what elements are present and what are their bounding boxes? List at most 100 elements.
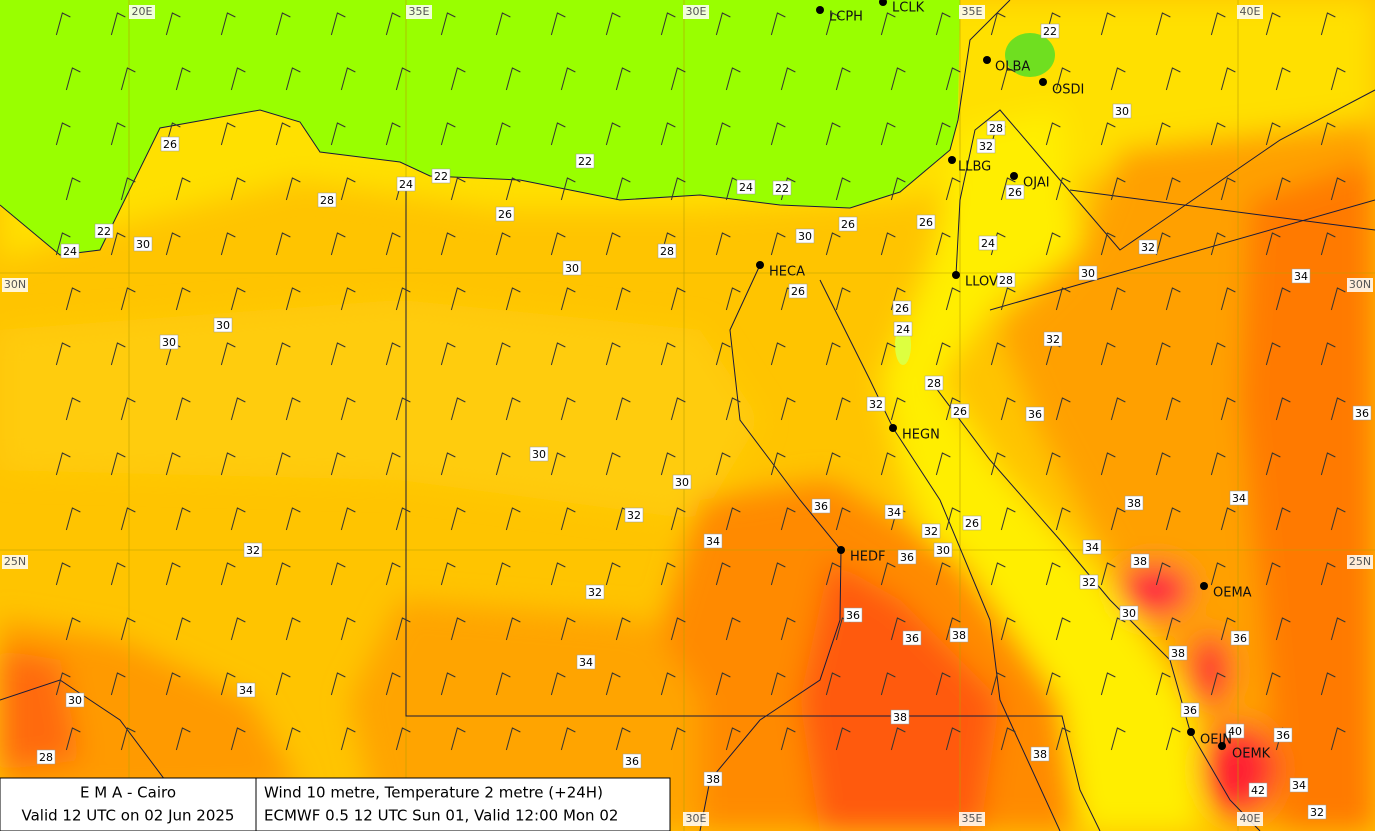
wind-barb [65, 507, 81, 531]
wind-barb [175, 287, 191, 311]
wind-barb [55, 562, 71, 586]
wind-barb [1000, 507, 1016, 531]
wind-barb [55, 232, 71, 256]
temperature-label: 36 [814, 500, 828, 513]
wind-barb [725, 67, 741, 91]
wind-barb [120, 617, 136, 641]
wind-barb [1100, 122, 1116, 146]
wind-barb [165, 672, 181, 696]
wind-barb [495, 452, 511, 476]
wind-barb [65, 397, 81, 421]
wind-barb [550, 672, 566, 696]
temperature-label-box [1025, 406, 1045, 422]
station-label: OLBA [995, 60, 1030, 75]
wind-barb [440, 12, 456, 36]
temperature-label: 28 [999, 274, 1013, 287]
wind-barb [725, 617, 741, 641]
wind-barb [395, 397, 411, 421]
temperature-label-box [1352, 405, 1372, 421]
temperature-label-box [160, 136, 180, 152]
temperature-label: 22 [775, 182, 789, 195]
wind-barb [220, 562, 236, 586]
temperature-label-box [1119, 605, 1139, 621]
wind-barb [1265, 452, 1281, 476]
wind-barb [285, 67, 301, 91]
wind-barb [1330, 617, 1346, 641]
grid-label: 35E [409, 5, 430, 18]
wind-barb [1210, 342, 1226, 366]
wind-barb [715, 232, 731, 256]
temperature-label-box [978, 235, 998, 251]
temperature-label-box [962, 515, 982, 531]
wind-barb [165, 232, 181, 256]
wind-barb [615, 397, 631, 421]
wind-barb [110, 342, 126, 366]
wind-barb [175, 67, 191, 91]
temperature-labels: 26 28 22 24 30 24 22 26 22 30 28 24 22 30 26 26 22 28 32 26… [36, 23, 1372, 820]
temperature-label-box [657, 243, 677, 259]
footer-model: ECMWF 0.5 12 UTC Sun 01, Valid 12:00 Mon… [264, 807, 618, 825]
wind-barb [1210, 452, 1226, 476]
temperature-label-box [703, 771, 723, 787]
wind-barb [770, 232, 786, 256]
wind-barb [505, 727, 521, 751]
wind-barb [825, 452, 841, 476]
wind-barb [1275, 507, 1291, 531]
wind-barb [285, 397, 301, 421]
wind-barb [340, 177, 356, 201]
wind-barb [440, 342, 456, 366]
wind-barb [1000, 727, 1016, 751]
temperature-label-box [1112, 103, 1132, 119]
wind-barb [1000, 617, 1016, 641]
wind-barb [670, 67, 686, 91]
grid-label: 30E [686, 5, 707, 18]
wind-barb [395, 287, 411, 311]
grid-label-box [406, 5, 432, 19]
wind-barb [385, 12, 401, 36]
wind-barb [450, 177, 466, 201]
wind-barb [505, 617, 521, 641]
wind-barb [945, 287, 961, 311]
wind-barb [220, 672, 236, 696]
temperature-label-box [933, 542, 953, 558]
temperature-label-box [795, 228, 815, 244]
wind-barb [505, 177, 521, 201]
wind-barb [1220, 397, 1236, 421]
wind-barb [715, 122, 731, 146]
temperature-label: 32 [1310, 806, 1324, 819]
wind-barb [1275, 67, 1291, 91]
wind-barbs [55, 12, 1346, 751]
wind-barb [495, 672, 511, 696]
temperature-label-box [736, 179, 756, 195]
temperature-label-box [562, 260, 582, 276]
temperature-label-box [1180, 702, 1200, 718]
station-dot [1187, 728, 1195, 736]
wind-barb [1265, 122, 1281, 146]
grid-label: 25N [4, 555, 26, 568]
wind-barb [560, 617, 576, 641]
wind-barb [935, 452, 951, 476]
wind-barb [770, 672, 786, 696]
wind-barb [835, 67, 851, 91]
temperature-label: 26 [498, 208, 512, 221]
temperature-label: 34 [1232, 492, 1246, 505]
wind-barb [395, 67, 411, 91]
wind-barb [1110, 177, 1126, 201]
wind-barb [835, 727, 851, 751]
wind-barb [495, 232, 511, 256]
station-dot [983, 56, 991, 64]
wind-barb [935, 122, 951, 146]
wind-barb [890, 727, 906, 751]
wind-barb [1210, 232, 1226, 256]
grid-label-box [129, 5, 155, 19]
wind-barb [715, 562, 731, 586]
station-label: OJAI [1023, 176, 1050, 191]
footer-left-box [0, 777, 257, 831]
station-dot [879, 0, 887, 6]
temperature-label: 22 [434, 170, 448, 183]
wind-barb [880, 672, 896, 696]
wind-barb [440, 452, 456, 476]
wind-barb [1220, 287, 1236, 311]
station-dot [816, 6, 824, 14]
